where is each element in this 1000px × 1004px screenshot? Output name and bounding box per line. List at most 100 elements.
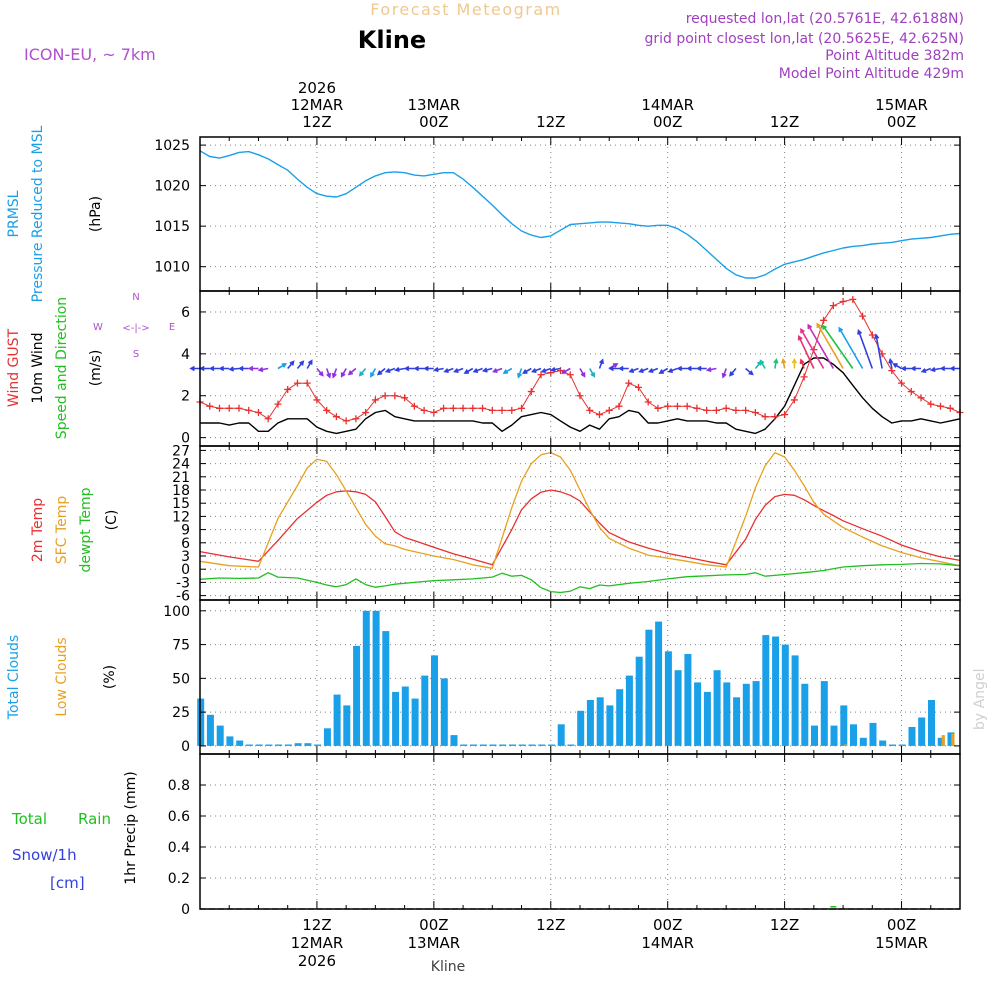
time-label-bottom: 12Z — [302, 916, 331, 934]
wind-direction-arrow — [218, 365, 230, 372]
wind-direction-arrow — [759, 359, 766, 369]
total-cloud-bar — [811, 725, 818, 746]
gust-marker — [605, 406, 613, 414]
total-cloud-bar — [577, 710, 585, 746]
total-cloud-bar — [431, 655, 438, 746]
ytick-label: 21 — [172, 470, 190, 486]
wind-direction-arrow — [618, 365, 629, 372]
wind-direction-arrow — [561, 367, 571, 374]
gust-marker — [849, 295, 857, 303]
gust-marker — [566, 371, 574, 379]
compass-e: E — [169, 322, 175, 333]
time-label-bottom: 2026 — [298, 952, 336, 970]
axis-label-temp: 2m Temp — [30, 498, 46, 562]
wind-direction-arrow — [647, 367, 659, 373]
wind-direction-arrow — [721, 368, 727, 379]
axis-label-temp: SFC Temp — [54, 496, 70, 565]
gust-marker — [683, 402, 691, 410]
time-label-bottom: 14MAR — [641, 934, 694, 952]
wind-direction-arrow — [799, 358, 805, 369]
time-label-bottom: 00Z — [887, 916, 916, 934]
wind-direction-arrow — [857, 329, 874, 369]
gust-marker — [342, 417, 350, 425]
ytick-label: 0.4 — [168, 840, 190, 856]
gust-marker — [352, 415, 360, 423]
total-cloud-bar — [752, 681, 760, 746]
total-cloud-bar — [655, 621, 663, 746]
dewpoint-line — [199, 562, 961, 594]
axis-label-temp: (C) — [104, 510, 120, 531]
total-cloud-bar — [723, 682, 731, 746]
gust-marker — [859, 312, 867, 320]
wind-direction-arrow — [579, 368, 586, 378]
total-cloud-bar — [586, 700, 594, 746]
total-cloud-bar — [616, 689, 624, 746]
pressure-line — [199, 150, 961, 279]
wind-direction-arrow — [228, 366, 240, 372]
time-label-bottom: 12Z — [536, 916, 565, 934]
wind-speed-line — [200, 357, 961, 435]
gust-marker — [440, 404, 448, 412]
wind-direction-arrow — [316, 367, 324, 377]
temp-sfc-line — [199, 451, 961, 569]
total-cloud-bar — [664, 651, 672, 746]
ytick-label: 9 — [181, 523, 190, 539]
time-label-top: 00Z — [887, 113, 916, 131]
gust-marker — [937, 402, 945, 410]
gust-marker — [693, 404, 701, 412]
total-cloud-bar — [840, 705, 848, 746]
gust-marker — [254, 408, 262, 416]
point-altitude: Point Altitude 382m — [825, 48, 964, 64]
low-cloud-bar — [951, 733, 955, 746]
ytick-label: 75 — [172, 638, 190, 654]
total-cloud-bar — [509, 744, 516, 746]
axis-label-clouds: (%) — [102, 665, 118, 689]
ytick-label: 6 — [181, 536, 190, 552]
wind-direction-arrow — [628, 367, 639, 373]
wind-direction-arrow — [638, 367, 649, 373]
total-cloud-bar — [450, 735, 458, 746]
gust-marker — [479, 404, 487, 412]
gust-marker — [206, 402, 214, 410]
wind-direction-arrow — [800, 327, 825, 369]
gust-marker — [235, 404, 243, 412]
total-cloud-bar — [889, 744, 896, 746]
time-label-top: 15MAR — [875, 96, 928, 114]
total-cloud-bar — [421, 675, 429, 746]
total-cloud-bar — [265, 744, 273, 746]
ytick-label: 50 — [172, 671, 190, 687]
total-cloud-bar — [850, 724, 857, 746]
wind-direction-arrow — [423, 365, 434, 372]
total-cloud-bar — [879, 740, 887, 746]
wind-direction-arrow — [598, 358, 604, 369]
total-cloud-bar — [635, 656, 643, 746]
gust-marker — [518, 404, 526, 412]
wind-direction-arrow — [481, 367, 493, 373]
wind-direction-arrow — [781, 357, 787, 369]
wind-direction-arrow — [287, 360, 295, 370]
wind-direction-arrow — [838, 326, 864, 369]
wind-direction-arrow — [888, 357, 894, 369]
total-cloud-bar — [528, 744, 536, 746]
gust-marker — [800, 373, 808, 381]
gust-marker — [488, 406, 496, 414]
wind-direction-arrow — [729, 367, 737, 377]
model-altitude: Model Point Altitude 429m — [779, 66, 964, 82]
total-cloud-bar — [869, 722, 877, 746]
gust-marker — [245, 406, 253, 414]
total-cloud-bar — [908, 727, 916, 746]
gust-marker — [391, 392, 399, 400]
total-cloud-bar — [323, 728, 331, 746]
wind-direction-arrow — [773, 357, 779, 369]
gust-marker — [401, 394, 409, 402]
total-cloud-bar — [499, 744, 507, 746]
ytick-label: 18 — [172, 483, 190, 499]
compass-arrow: <-|-> — [122, 323, 149, 334]
gust-marker — [625, 379, 633, 387]
gust-marker — [907, 388, 915, 396]
gust-marker — [381, 392, 389, 400]
precip-label-snow: Snow/1h — [12, 846, 77, 864]
gust-marker — [732, 406, 740, 414]
